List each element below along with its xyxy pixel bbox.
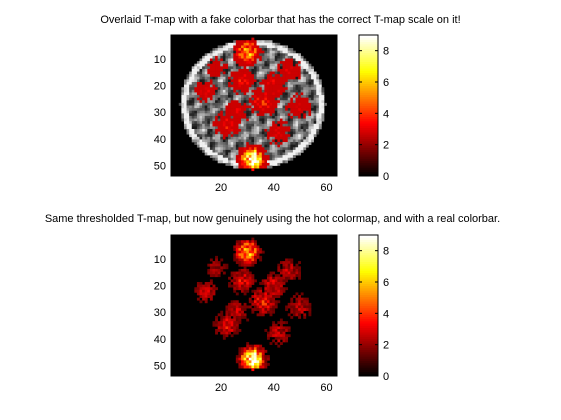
chart-title-bottom: Same thresholded T-map, but now genuinel… xyxy=(44,213,501,225)
colorbar-tick-label: 4 xyxy=(383,108,389,120)
y-tick-label: 30 xyxy=(154,107,166,119)
colorbar-tick-label: 2 xyxy=(383,140,389,152)
colorbar-frame xyxy=(358,234,379,377)
colorbar-tick-label: 8 xyxy=(383,246,389,258)
axes-frame xyxy=(170,234,338,377)
colorbar-tick-label: 6 xyxy=(383,77,389,89)
panel-1: 10 20 30 40 50 20 40 60 0 2 4 6 8 xyxy=(154,34,389,194)
colorbar-tick-label: 4 xyxy=(383,308,389,320)
x-tick-label: 40 xyxy=(268,382,280,394)
colorbar-1: 0 2 4 6 8 xyxy=(358,34,389,183)
axes-frame xyxy=(170,34,338,177)
x-tick-label: 40 xyxy=(268,182,280,194)
x-tick-label: 60 xyxy=(320,382,332,394)
colorbar-tick-label: 0 xyxy=(383,371,389,383)
chart-title-top: Overlaid T-map with a fake colorbar that… xyxy=(100,14,461,26)
y-tick-label: 40 xyxy=(154,134,166,146)
y-tick-label: 30 xyxy=(154,307,166,319)
y-tick-label: 50 xyxy=(154,360,166,372)
image-layer-2 xyxy=(171,235,337,376)
colorbar-tick-label: 2 xyxy=(383,340,389,352)
y-tick-label: 10 xyxy=(154,254,166,266)
colorbar-2: 0 2 4 6 8 xyxy=(358,234,389,383)
x-tick-label: 20 xyxy=(215,182,227,194)
x-tick-label: 60 xyxy=(320,182,332,194)
y-tick-label: 20 xyxy=(154,281,166,293)
colorbar-frame xyxy=(358,34,379,177)
colorbar-tick-label: 6 xyxy=(383,277,389,289)
y-tick-label: 10 xyxy=(154,54,166,66)
image-layer-1 xyxy=(171,35,337,176)
colorbar-tick-label: 8 xyxy=(383,46,389,58)
x-tick-label: 20 xyxy=(215,382,227,394)
y-tick-label: 40 xyxy=(154,334,166,346)
y-tick-label: 20 xyxy=(154,81,166,93)
colorbar-tick-label: 0 xyxy=(383,171,389,183)
y-tick-label: 50 xyxy=(154,160,166,172)
panel-2: 10 20 30 40 50 20 40 60 0 2 4 6 8 xyxy=(154,234,389,394)
